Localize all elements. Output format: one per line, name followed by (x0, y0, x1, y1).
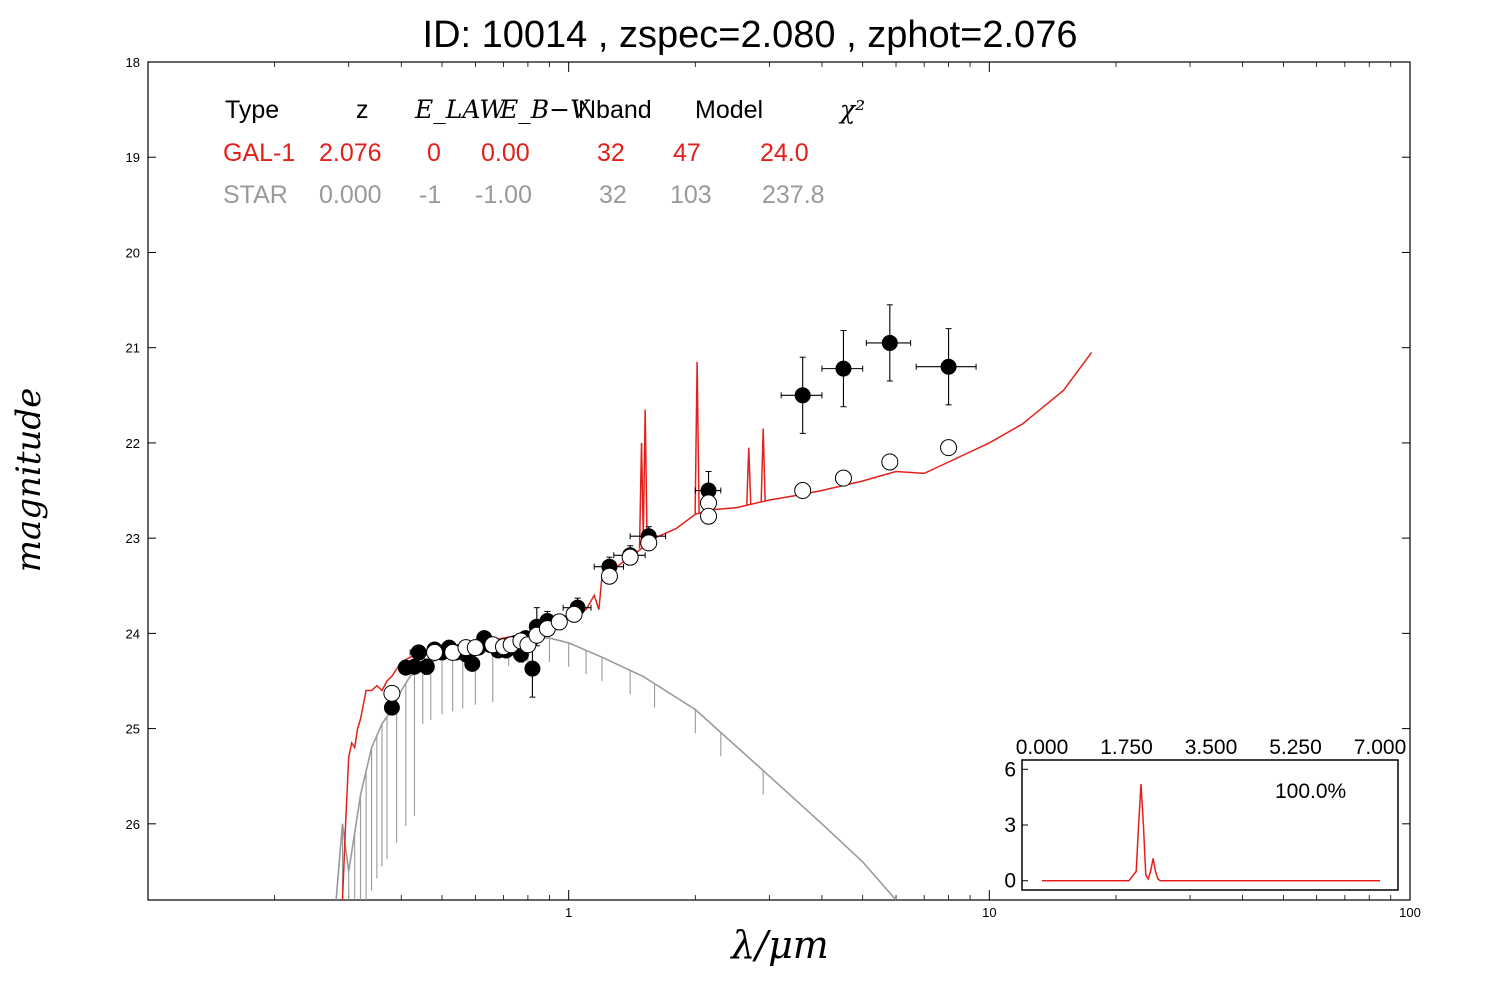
legend-header-elaw: E_LAW (414, 95, 507, 124)
y-tick-label: 23 (126, 531, 140, 546)
legend-header-chi2: χ² (838, 95, 865, 124)
legend-header-model: Model (695, 96, 763, 124)
star-sed-line (335, 637, 897, 900)
model-point (881, 453, 899, 471)
legend-star-nband: 32 (599, 181, 627, 209)
inset-frame (1021, 759, 1399, 891)
legend-gal-z: 2.076 (319, 139, 382, 167)
plot-frame (147, 61, 1411, 901)
observed-point (794, 387, 811, 404)
model-point (700, 507, 718, 525)
y-tick-label: 19 (126, 150, 140, 165)
emission-line (760, 428, 766, 502)
y-axis-ticks: 18 19 20 21 22 23 24 25 26 (126, 55, 1410, 832)
model-point (600, 567, 618, 585)
inset-y-tick-label: 0 (1004, 870, 1016, 893)
legend-gal-elaw: 0 (427, 139, 441, 167)
star-sed-series (335, 637, 897, 900)
y-tick-label: 24 (126, 626, 140, 641)
model-point (834, 469, 852, 487)
model-point (621, 548, 639, 566)
chart-title: ID: 10014 , zspec=2.080 , zphot=2.076 (422, 14, 1078, 56)
observed-point (383, 699, 400, 716)
legend-table: Type z E_LAW E_B−V Nband Model χ² GAL-1 … (223, 95, 865, 209)
legend-star-chi2: 237.8 (762, 181, 825, 209)
observed-point (940, 358, 957, 375)
emission-line (746, 447, 752, 505)
y-tick-label: 26 (126, 817, 140, 832)
y-axis-label: magnitude (9, 388, 49, 573)
legend-gal-name: GAL-1 (223, 139, 295, 167)
legend-gal-ebv: 0.00 (481, 139, 530, 167)
legend-header-type: Type (225, 96, 279, 124)
legend-star-name: STAR (223, 181, 288, 209)
legend-star-model: 103 (670, 181, 712, 209)
legend-header-z: z (356, 96, 369, 124)
inset-x-tick-label: 0.000 (1016, 736, 1069, 759)
inset-percent-label: 100.0% (1275, 780, 1346, 803)
emission-line (638, 442, 645, 549)
model-points-series (383, 439, 958, 702)
observed-point (410, 644, 427, 661)
inset-x-tick-label: 5.250 (1269, 736, 1322, 759)
observed-point (418, 658, 435, 675)
x-axis-label: λ/μm (729, 923, 829, 967)
x-tick-label: 100 (1399, 905, 1421, 920)
inset-pdf-line (1042, 784, 1380, 882)
model-point (565, 605, 583, 623)
legend-gal-nband: 32 (597, 139, 625, 167)
model-point (383, 684, 401, 702)
legend-star-ebv: -1.00 (475, 181, 532, 209)
plot-frame-rect (147, 61, 1411, 901)
legend-gal-chi2: 24.0 (760, 139, 809, 167)
y-tick-label: 25 (126, 722, 140, 737)
inset-x-tick-label: 3.500 (1185, 736, 1238, 759)
inset-y-tick-label: 6 (1004, 758, 1016, 781)
y-tick-label: 22 (126, 436, 140, 451)
observed-point (464, 655, 481, 672)
inset-x-ticks: 0.000 1.750 3.500 5.250 7.000 (1016, 736, 1407, 759)
inset-x-tick-label: 1.750 (1100, 736, 1153, 759)
model-point (466, 639, 484, 657)
legend-header-ebv: E_B−V (499, 95, 591, 124)
y-tick-label: 21 (126, 341, 140, 356)
inset-y-ticks: 0 3 6 (1004, 758, 1028, 893)
y-tick-label: 20 (126, 245, 140, 260)
emission-line (642, 409, 648, 546)
model-point (550, 613, 568, 631)
emission-line (694, 361, 700, 514)
model-point (940, 439, 958, 457)
x-tick-label: 1 (565, 905, 572, 920)
observed-point (881, 334, 898, 351)
inset-x-tick-label: 7.000 (1354, 736, 1407, 759)
x-axis-ticks: 1 10 100 (274, 62, 1421, 920)
galaxy-sed-line (341, 351, 1093, 900)
legend-star-z: 0.000 (319, 181, 382, 209)
model-point (426, 643, 444, 661)
pdf-inset: 0.000 1.750 3.500 5.250 7.000 0 3 6 100.0% (1004, 736, 1406, 893)
observed-point (524, 660, 541, 677)
model-point (640, 534, 658, 552)
inset-y-tick-label: 3 (1004, 814, 1016, 837)
legend-star-elaw: -1 (419, 181, 441, 209)
model-point (794, 482, 812, 500)
legend-header-nband: Nband (578, 96, 652, 124)
inset-pdf-curve (1042, 784, 1380, 882)
x-tick-label: 10 (982, 905, 996, 920)
y-tick-label: 18 (126, 55, 140, 70)
legend-gal-model: 47 (673, 139, 701, 167)
observed-point (835, 360, 852, 377)
galaxy-sed-series (341, 351, 1093, 900)
